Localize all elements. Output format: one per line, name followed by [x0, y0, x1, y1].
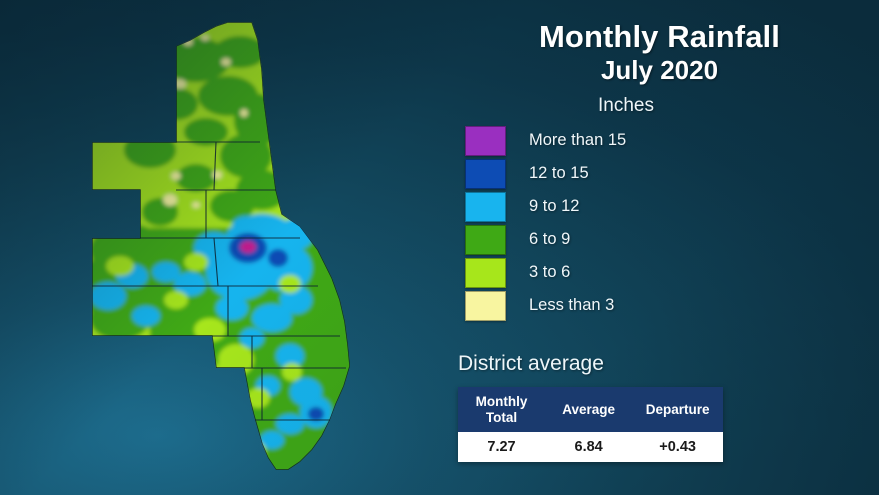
legend-label-6-to-9: 6 to 9: [529, 230, 571, 248]
cell-monthly-total: 7.27: [458, 432, 545, 463]
legend-item-3-to-6: 3 to 6: [440, 256, 879, 289]
column-header-average: Average: [545, 387, 633, 433]
table-row: 7.27 6.84 +0.43: [458, 432, 723, 463]
page-subtitle: July 2020: [600, 54, 719, 85]
district-average-table: Monthly Total Average Departure 7.27 6.8…: [458, 387, 723, 463]
table-header-row: Monthly Total Average Departure: [458, 387, 723, 433]
legend-label-12-to-15: 12 to 15: [529, 164, 589, 182]
legend-swatch-less-than-3: [465, 290, 506, 321]
legend-swatch-9-to-12: [465, 191, 506, 222]
legend-swatch-12-to-15: [465, 158, 506, 189]
district-average-section: District average Monthly Total Average D…: [440, 352, 879, 463]
legend-label-more-than-15: More than 15: [529, 131, 627, 149]
map-panel: [92, 22, 350, 470]
legend-label-9-to-12: 9 to 12: [529, 197, 580, 215]
column-header-monthly-total: Monthly Total: [458, 387, 545, 433]
page-title: Monthly Rainfall: [539, 19, 780, 54]
legend-heading: Inches: [598, 95, 654, 116]
legend-item-9-to-12: 9 to 12: [440, 190, 879, 223]
map-contour-fills: [92, 22, 350, 470]
cell-departure: +0.43: [632, 432, 723, 463]
legend-item-less-than-3: Less than 3: [440, 289, 879, 322]
legend-swatch-6-to-9: [465, 224, 506, 255]
legend-item-more-than-15: More than 15: [440, 124, 879, 157]
rainfall-contour-map: [92, 22, 350, 470]
legend-item-6-to-9: 6 to 9: [440, 223, 879, 256]
cell-average: 6.84: [545, 432, 633, 463]
legend-label-less-than-3: Less than 3: [529, 296, 615, 314]
title-block: Monthly Rainfall July 2020: [440, 0, 879, 84]
legend: Inches More than 15 12 to 15 9 to 12 6 t…: [440, 95, 879, 322]
legend-swatch-3-to-6: [465, 257, 506, 288]
column-header-departure: Departure: [632, 387, 723, 433]
legend-swatch-more-than-15: [465, 125, 506, 156]
info-panel: Monthly Rainfall July 2020 Inches More t…: [440, 0, 879, 495]
district-average-heading: District average: [458, 352, 604, 375]
legend-rows: More than 15 12 to 15 9 to 12 6 to 9 3 t: [440, 124, 879, 322]
legend-label-3-to-6: 3 to 6: [529, 263, 571, 281]
legend-item-12-to-15: 12 to 15: [440, 157, 879, 190]
